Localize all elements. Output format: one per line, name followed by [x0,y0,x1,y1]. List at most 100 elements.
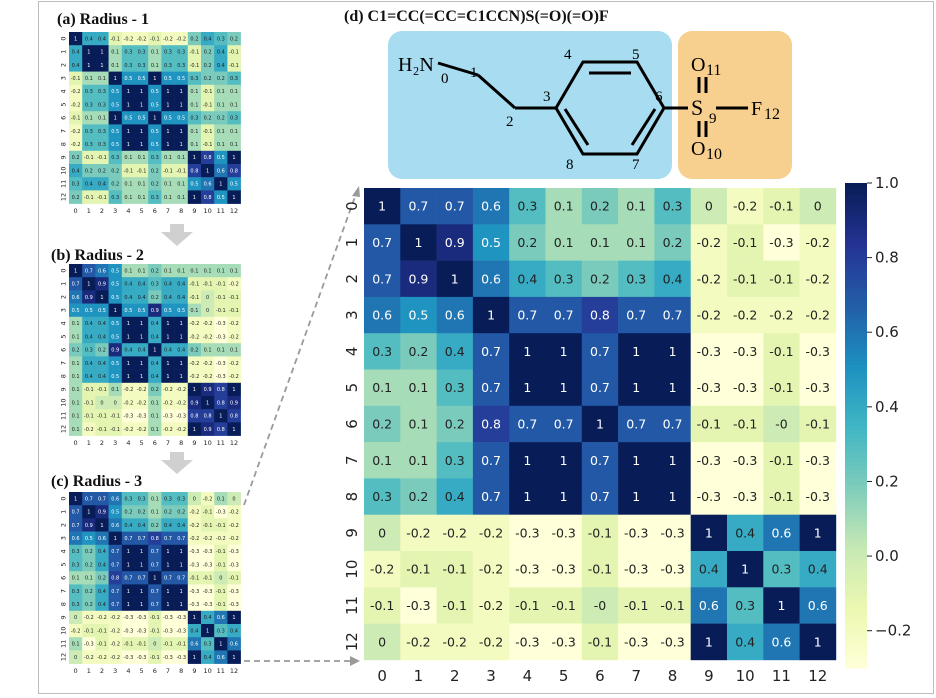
y-tick-label: 3 [59,76,67,80]
cell-value-label: 0.4 [98,549,106,555]
atom-5-label: 5 [632,47,640,63]
heatmap-cell [214,597,228,612]
heatmap-cell [654,442,691,479]
cell-value-label: -0.2 [203,334,213,340]
heatmap-cell [509,442,546,479]
heatmap-cell [121,277,136,291]
cell-value-label: 0.3 [72,562,80,568]
cell-value-label: -0.1 [97,642,107,648]
cell-value-label: -0.3 [216,374,226,380]
cell-value-label: -0.1 [190,50,200,56]
heatmap-cell [727,623,764,661]
cell-value-label: -0.2 [479,634,503,649]
heatmap-cell [799,551,837,588]
cell-value-label: 0.1 [217,129,225,135]
cell-value-label: 0.1 [151,400,159,406]
cell-value-label: 0.4 [138,282,146,288]
cell-value-label: 0.7 [517,308,537,323]
colorbar-segment [845,425,867,431]
heatmap-cell [618,405,655,443]
cell-value-label: 0.1 [217,142,225,148]
cell-value-label: 0.2 [72,348,80,354]
heatmap-cell [82,32,96,46]
cell-value-label: 0.6 [217,168,225,174]
heatmap-cell [187,124,202,138]
cell-value-label: 0.6 [481,271,501,286]
x-tick-label: 8 [179,439,183,447]
cell-value-label: 0.5 [190,182,198,188]
colorbar-segment [845,566,867,572]
heatmap-cell [95,544,109,559]
heatmap-cell [227,111,241,125]
cell-value-label: 1 [153,76,156,82]
heatmap-cell [69,369,83,384]
heatmap-cell [763,405,800,443]
cell-value-label: -0.2 [190,361,200,367]
heatmap-cell [581,333,619,370]
heatmap-cell [654,478,691,515]
heatmap-cell [214,32,228,46]
y-tick-label: 9 [59,615,67,619]
heatmap-cell [201,584,215,598]
heatmap-cell [69,382,83,397]
heatmap-cell [82,164,96,178]
cell-value-label: 0.7 [663,416,683,431]
cell-value-label: 0.6 [190,642,198,648]
heatmap-cell [82,356,96,370]
cell-value-label: 0.4 [151,321,159,327]
cell-value-label: -0.2 [190,321,200,327]
cell-value-label: -0.1 [203,102,213,108]
heatmap-cell [227,98,241,112]
cell-value-label: 0.3 [85,142,93,148]
colorbar-segment [845,627,867,633]
heatmap-cell [227,316,241,331]
y-tick-label: 5 [343,383,361,393]
heatmap-cell [214,637,228,651]
cell-value-label: 0.5 [151,102,159,108]
x-tick-label: 1 [87,439,91,447]
heatmap-cell [400,587,437,624]
cell-value-label: 0.2 [204,76,212,82]
heatmap-cell [214,124,228,138]
colorbar-segment [845,655,867,661]
heatmap-cell [364,478,401,515]
cell-value-label: 0.1 [72,414,80,420]
heatmap-cell [509,188,546,225]
y-tick-label: 5 [59,103,67,107]
heatmap-cell [121,369,136,384]
cell-value-label: -0.2 [176,36,186,42]
heatmap-cell [201,571,215,585]
cell-value-label: 0.6 [111,496,119,502]
atom-8-label: 8 [566,157,574,173]
heatmap-cell [161,343,175,357]
cell-value-label: -0.2 [406,634,430,649]
cell-value-label: 0.5 [409,308,429,323]
heatmap-cell [82,637,96,651]
heatmap-cell [121,650,136,664]
cell-value-label: 0.6 [772,634,792,649]
cell-value-label: 0.4 [124,523,132,529]
cell-value-label: 1 [166,142,169,148]
heatmap-cell [161,356,175,370]
heatmap-cell [135,98,149,112]
heatmap-cell [161,277,175,291]
oxygen-top-index: 11 [706,62,721,79]
heatmap-cell [161,369,175,384]
cell-value-label: -0.2 [229,321,239,327]
cell-value-label: 0.8 [230,168,238,174]
heatmap-cell [690,551,728,588]
cell-value-label: 1 [451,271,459,286]
cell-value-label: -0.2 [229,510,239,516]
cell-value-label: 0.1 [217,268,225,274]
heatmap-cell [187,264,202,278]
cell-value-label: 0.3 [98,142,106,148]
cell-value-label: 1 [206,400,209,406]
heatmap-cell [201,356,215,370]
cell-value-label: 0.4 [85,374,93,380]
heatmap-cell [121,584,136,598]
cell-value-label: 0.7 [481,453,501,468]
heatmap-cell [108,264,123,278]
heatmap-cell [763,514,800,552]
panel-c-label: (c) Radius - 3 [51,473,143,490]
heatmap-cell [581,296,619,334]
